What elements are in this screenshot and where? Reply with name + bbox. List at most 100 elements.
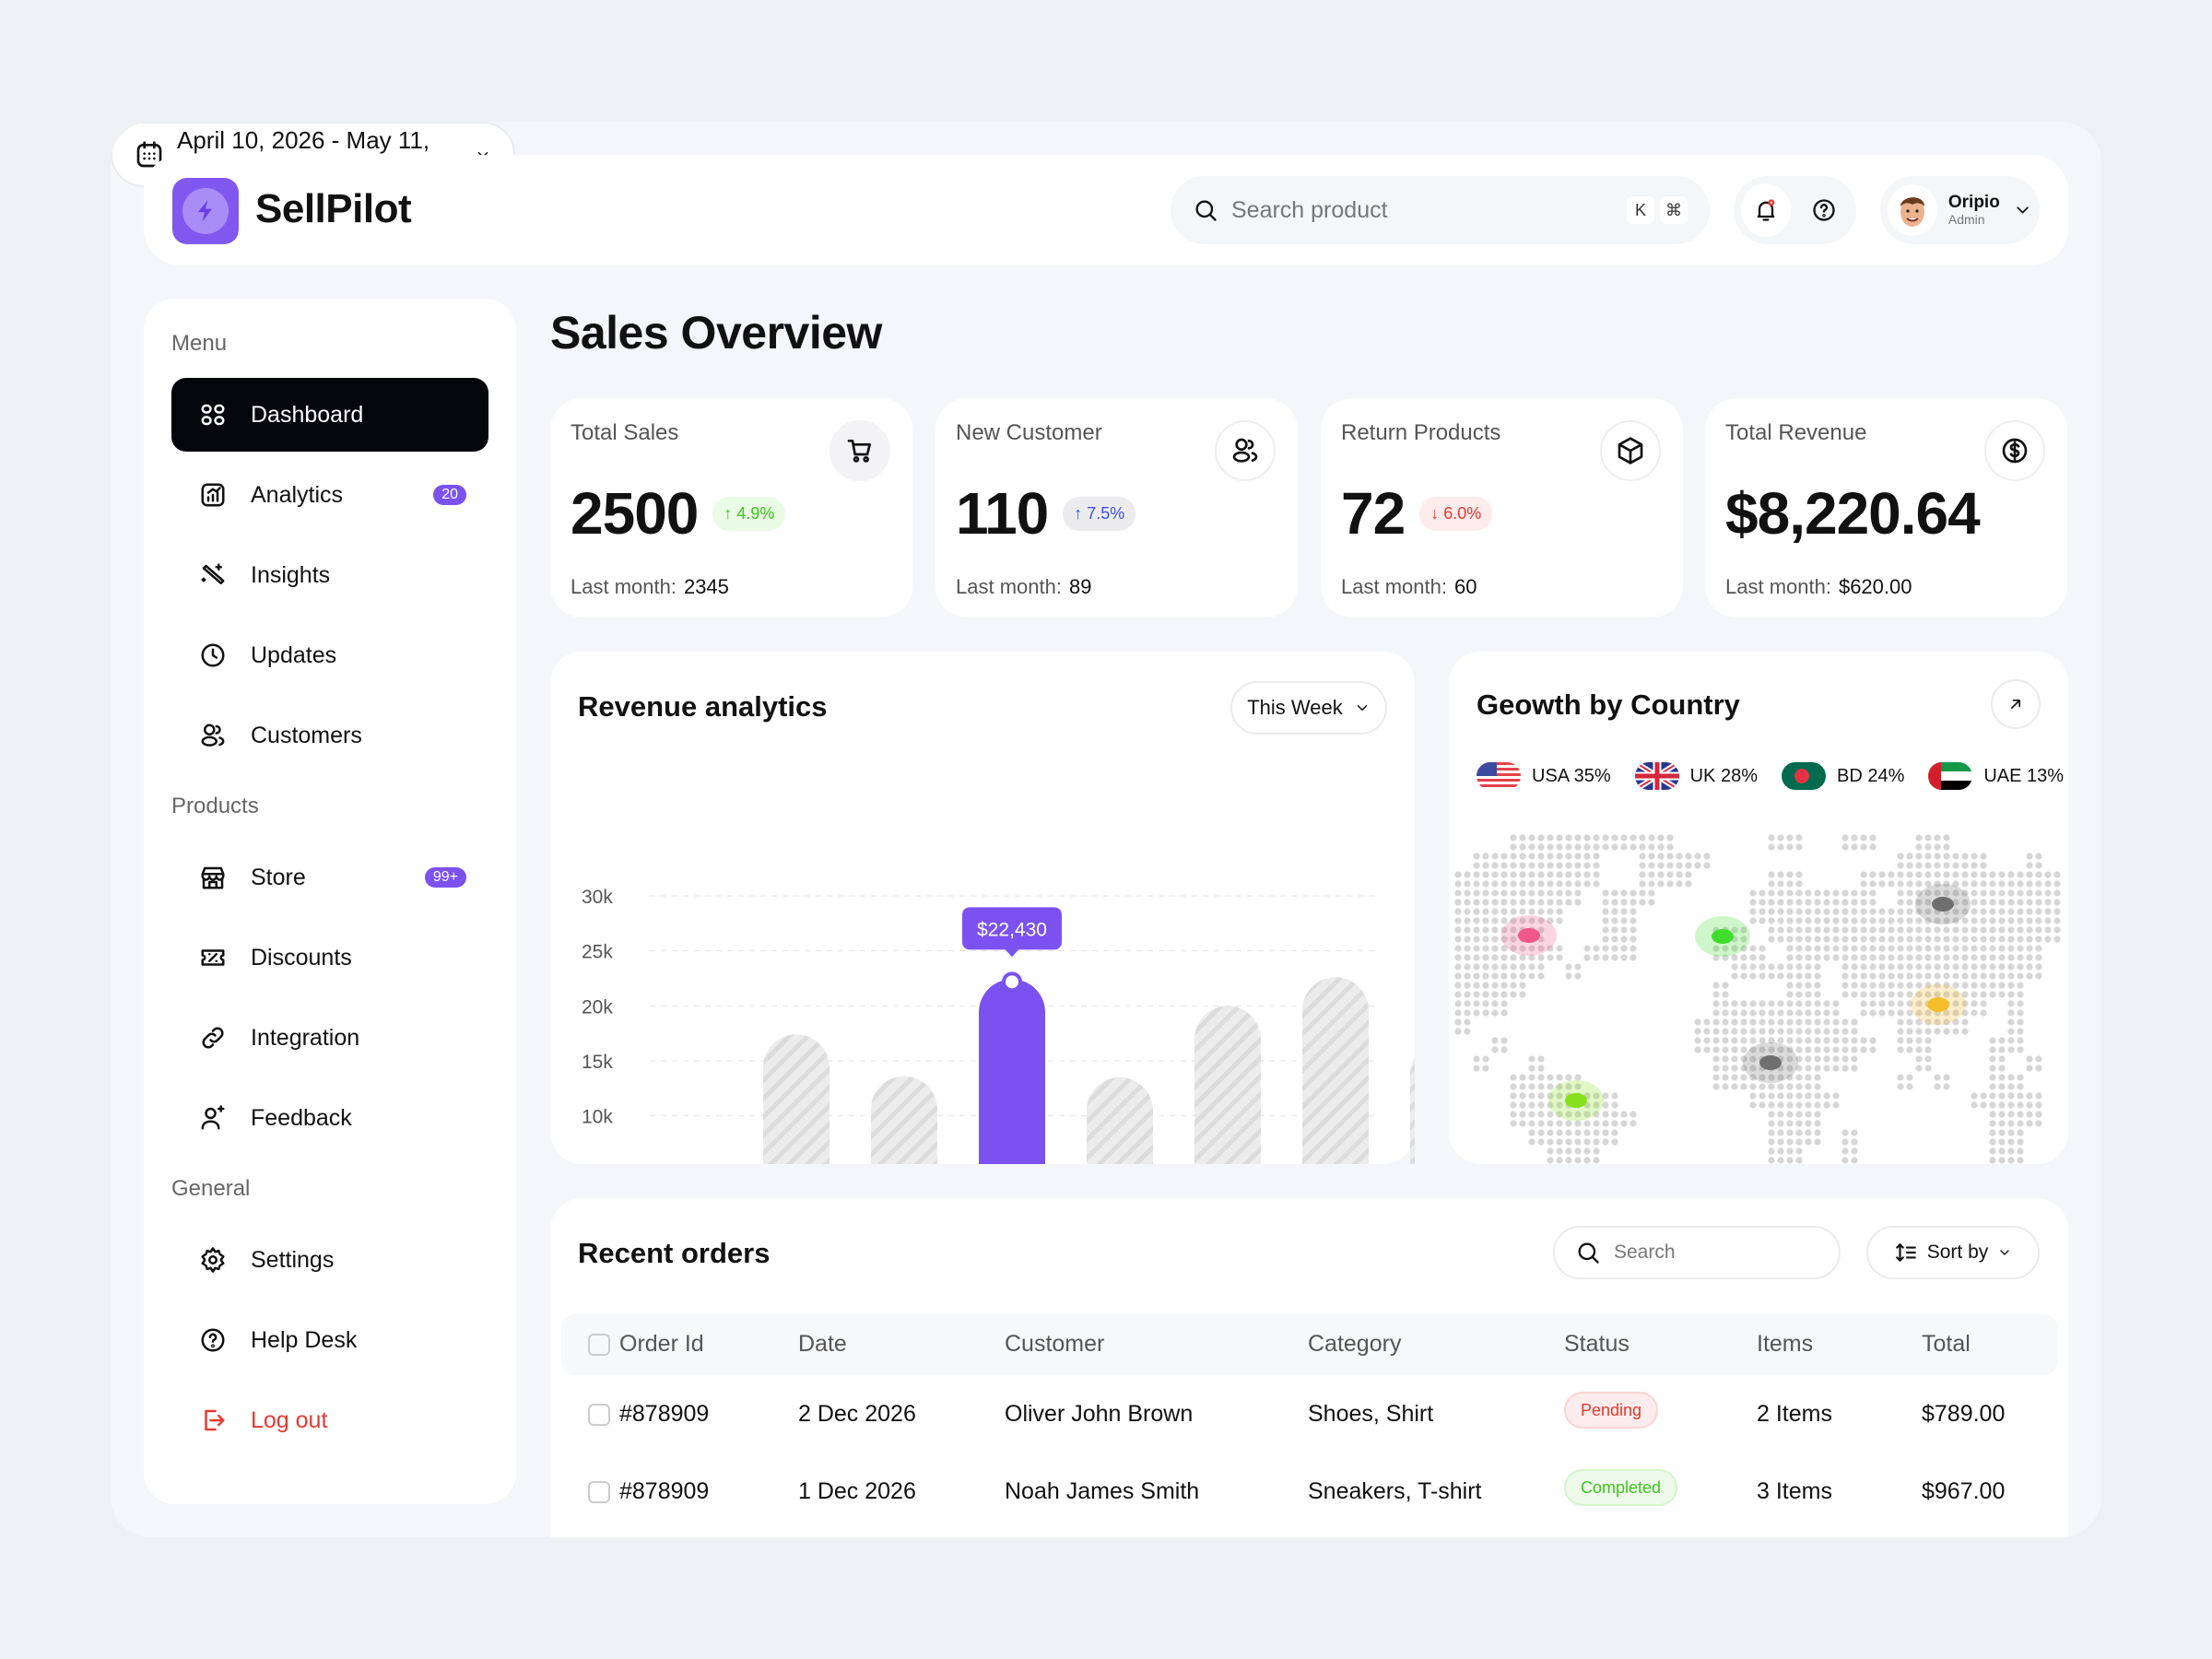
bar-thus[interactable] [1410,1041,1415,1164]
user-avatar-icon [1900,197,1924,227]
user-menu[interactable]: Oripio Admin [1880,176,2040,244]
hotspot[interactable] [1518,928,1540,943]
tooltip-pointer [1005,948,1019,958]
sidebar: Menu Dashboard Analytics 20 Insights Upda… [144,299,516,1504]
recent-orders-card: Recent orders Search Sort by Order Id Da… [550,1198,2068,1537]
bd-flag-icon [1781,762,1826,790]
header-actions [1734,176,1856,244]
bar-fri[interactable] [763,1034,830,1164]
last-month-value: 60 [1453,575,1477,598]
table-header: Order Id Date Customer Category Status I… [561,1314,2057,1375]
user-name: Oripio [1947,193,2000,212]
orders-search-input[interactable]: Search [1553,1226,1841,1279]
sidebar-item-discounts[interactable]: Discounts [171,921,488,994]
bell-icon [1757,199,1775,221]
sidebar-item-analytics[interactable]: Analytics 20 [171,458,488,532]
search-placeholder: Search [1614,1241,1676,1263]
cart-button[interactable] [830,420,890,481]
user-role: Admin [1947,212,1985,227]
sidebar-item-label: Help Desk [251,1326,358,1353]
chevron-down-icon [1357,705,1367,711]
hotspot[interactable] [1565,1093,1587,1108]
legend-item-bd: BD 24% [1781,762,1904,790]
bar-thu[interactable] [1194,1006,1261,1164]
bar-sun[interactable] [979,979,1045,1164]
sidebar-item-dashboard[interactable]: Dashboard [171,378,488,452]
hotspot[interactable] [1927,997,1949,1012]
tooltip-value: $22,430 [977,919,1047,940]
column-header-total[interactable]: Total [1922,1331,1971,1357]
column-header-order-id[interactable]: Order Id [619,1331,704,1357]
link-icon [202,1027,224,1049]
column-header-status[interactable]: Status [1564,1331,1630,1357]
row-checkbox[interactable] [588,1404,610,1426]
column-header-date[interactable]: Date [798,1331,847,1357]
column-header-customer[interactable]: Customer [1005,1331,1105,1357]
gear-icon [201,1247,225,1273]
sidebar-item-logout[interactable]: Log out [171,1383,488,1457]
hotspot[interactable] [1712,929,1734,944]
table-row[interactable]: #878909 1 Dec 2026 Noah James Smith Snea… [561,1460,2057,1524]
sort-by-button[interactable]: Sort by [1866,1226,2040,1279]
user-feedback-icon [201,1105,225,1130]
column-header-category[interactable]: Category [1308,1331,1402,1357]
search-product-input[interactable]: Search product K ⌘ [1171,176,1710,244]
store-icon [201,866,225,889]
shortcut-key-k: K [1627,196,1654,224]
stat-value: 2500 [571,480,699,547]
legend-item-uae: UAE 13% [1928,762,2064,790]
bar-wen[interactable] [1302,977,1369,1164]
sidebar-item-customers[interactable]: Customers [171,699,488,772]
revenue-title: Revenue analytics [578,690,828,723]
bar-sat[interactable] [871,1076,937,1164]
cart-icon [847,440,871,463]
expand-button[interactable] [1991,679,2041,729]
y-tick-label: 25k [582,942,613,963]
hotspot[interactable] [1932,897,1954,912]
stat-card-return-products: Return Products 72 ↓ 6.0% Last month: 60 [1321,398,1683,618]
search-icon [1195,200,1217,221]
help-icon [1813,199,1835,221]
notifications-button[interactable] [1741,183,1791,237]
search-placeholder: Search product [1231,196,1388,223]
sidebar-item-feedback[interactable]: Feedback [171,1081,488,1155]
order-category: Sneakers, T-shirt [1308,1478,1482,1504]
legend-item-uk: UK 28% [1634,762,1758,790]
period-value: This Week [1247,696,1343,719]
sort-icon [1895,1243,1916,1262]
order-total: $789.00 [1922,1401,2006,1427]
row-checkbox[interactable] [588,1481,610,1503]
map-dots [1454,834,2061,1164]
order-id: #878909 [619,1401,710,1427]
period-select[interactable]: This Week [1230,681,1387,735]
select-all-checkbox[interactable] [588,1334,610,1356]
stat-change-badge: ↑ 7.5% [1063,496,1136,531]
customers-button[interactable] [1215,420,1276,481]
table-row[interactable]: #878909 2 Dec 2026 Oliver John Brown Sho… [561,1382,2057,1447]
revenue-button[interactable] [1984,420,2045,481]
store-badge: 99+ [424,867,466,888]
last-month-label: Last month: [956,575,1062,598]
calendar-icon [136,140,162,167]
hotspot[interactable] [1759,1055,1782,1070]
sidebar-item-insights[interactable]: Insights [171,538,488,612]
sidebar-item-settings[interactable]: Settings [171,1223,488,1297]
sidebar-item-integration[interactable]: Integration [171,1001,488,1075]
bar-mon[interactable] [1087,1077,1153,1164]
stat-card-total-sales: Total Sales 2500 ↑ 4.9% Last month: 2345 [550,398,912,618]
order-items: 3 Items [1757,1478,1832,1504]
last-month-value: 89 [1068,575,1092,598]
sidebar-item-label: Store [251,864,306,890]
sidebar-item-store[interactable]: Store 99+ [171,841,488,914]
legend-label: UAE 13% [1983,765,2065,786]
help-button[interactable] [1800,183,1850,237]
app-logo[interactable] [172,178,239,244]
sidebar-item-updates[interactable]: Updates [171,618,488,692]
sidebar-item-label: Feedback [251,1104,352,1131]
stat-title: Total Revenue [1725,420,1867,445]
tooltip [962,907,1062,950]
column-header-items[interactable]: Items [1757,1331,1814,1357]
y-tick-label: 20k [582,996,613,1018]
sidebar-item-help-desk[interactable]: Help Desk [171,1303,488,1377]
box-button[interactable] [1600,420,1661,481]
